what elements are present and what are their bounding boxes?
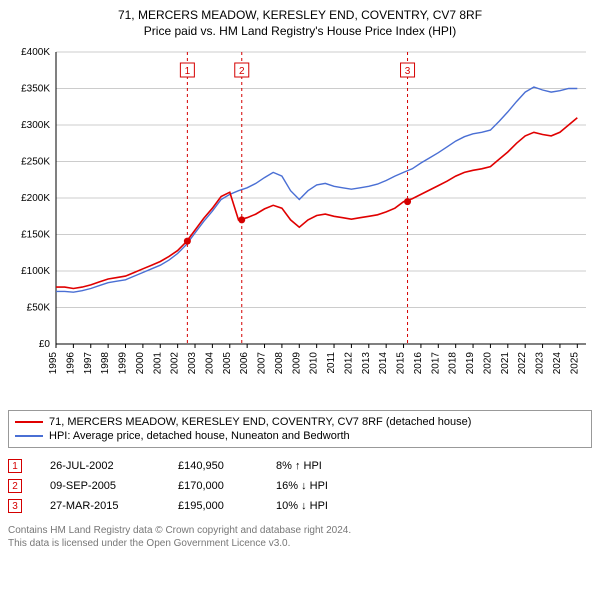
svg-text:1998: 1998 bbox=[100, 352, 111, 375]
svg-text:£250K: £250K bbox=[21, 157, 50, 168]
svg-text:2014: 2014 bbox=[378, 352, 389, 375]
sale-marker-box: 1 bbox=[8, 459, 22, 473]
footer-line2: This data is licensed under the Open Gov… bbox=[8, 537, 592, 550]
svg-text:£400K: £400K bbox=[21, 47, 50, 58]
sale-price: £170,000 bbox=[178, 480, 248, 492]
footer-note: Contains HM Land Registry data © Crown c… bbox=[8, 524, 592, 550]
svg-text:2013: 2013 bbox=[361, 352, 372, 375]
legend-swatch bbox=[15, 435, 43, 437]
svg-text:2011: 2011 bbox=[326, 352, 337, 374]
svg-text:2004: 2004 bbox=[204, 352, 215, 375]
svg-text:£200K: £200K bbox=[21, 193, 50, 204]
legend-label: 71, MERCERS MEADOW, KERESLEY END, COVENT… bbox=[49, 416, 471, 428]
svg-text:£0: £0 bbox=[39, 339, 51, 350]
svg-text:2007: 2007 bbox=[257, 352, 268, 375]
svg-text:2022: 2022 bbox=[517, 352, 528, 375]
svg-text:2002: 2002 bbox=[170, 352, 181, 375]
series-hpi bbox=[56, 87, 577, 292]
svg-text:2025: 2025 bbox=[569, 352, 580, 375]
sale-date: 09-SEP-2005 bbox=[50, 480, 150, 492]
svg-text:3: 3 bbox=[405, 66, 411, 77]
sale-marker-box: 3 bbox=[8, 499, 22, 513]
sale-marker-box: 2 bbox=[8, 479, 22, 493]
svg-text:1997: 1997 bbox=[83, 352, 94, 375]
svg-text:2003: 2003 bbox=[187, 352, 198, 375]
svg-text:2023: 2023 bbox=[535, 352, 546, 375]
title-line2: Price paid vs. HM Land Registry's House … bbox=[8, 24, 592, 38]
svg-text:2006: 2006 bbox=[239, 352, 250, 375]
svg-text:1996: 1996 bbox=[65, 352, 76, 375]
svg-text:2000: 2000 bbox=[135, 352, 146, 375]
svg-text:£50K: £50K bbox=[27, 303, 51, 314]
sale-row: 1 26-JUL-2002 £140,950 8% ↑ HPI bbox=[8, 456, 592, 476]
title-block: 71, MERCERS MEADOW, KERESLEY END, COVENT… bbox=[8, 8, 592, 38]
svg-text:2016: 2016 bbox=[413, 352, 424, 375]
svg-text:2018: 2018 bbox=[448, 352, 459, 375]
svg-text:2001: 2001 bbox=[152, 352, 163, 375]
svg-text:2017: 2017 bbox=[430, 352, 441, 375]
sale-row: 3 27-MAR-2015 £195,000 10% ↓ HPI bbox=[8, 496, 592, 516]
legend-row: HPI: Average price, detached house, Nune… bbox=[15, 429, 585, 443]
svg-text:£100K: £100K bbox=[21, 266, 50, 277]
svg-text:£300K: £300K bbox=[21, 120, 50, 131]
sales-table: 1 26-JUL-2002 £140,950 8% ↑ HPI 2 09-SEP-2005… bbox=[8, 456, 592, 516]
svg-text:2005: 2005 bbox=[222, 352, 233, 375]
svg-text:1995: 1995 bbox=[48, 352, 59, 375]
svg-text:£150K: £150K bbox=[21, 230, 50, 241]
svg-text:2009: 2009 bbox=[291, 352, 302, 375]
svg-text:2012: 2012 bbox=[343, 352, 354, 375]
sale-price: £195,000 bbox=[178, 500, 248, 512]
legend-box: 71, MERCERS MEADOW, KERESLEY END, COVENT… bbox=[8, 410, 592, 448]
svg-text:1999: 1999 bbox=[118, 352, 129, 375]
sale-price: £140,950 bbox=[178, 460, 248, 472]
sale-row: 2 09-SEP-2005 £170,000 16% ↓ HPI bbox=[8, 476, 592, 496]
svg-text:2010: 2010 bbox=[309, 352, 320, 375]
svg-text:2020: 2020 bbox=[482, 352, 493, 375]
chart: £0 £50K £100K £150K £200K £250K £300K £350K £400… bbox=[8, 44, 592, 404]
svg-text:1: 1 bbox=[185, 66, 191, 77]
chart-svg: £0 £50K £100K £150K £200K £250K £300K £350K £400… bbox=[8, 44, 592, 404]
svg-text:2: 2 bbox=[239, 66, 245, 77]
legend-label: HPI: Average price, detached house, Nune… bbox=[49, 430, 350, 442]
svg-text:2019: 2019 bbox=[465, 352, 476, 375]
sale-diff: 10% ↓ HPI bbox=[276, 500, 366, 512]
sale-date: 26-JUL-2002 bbox=[50, 460, 150, 472]
svg-text:2021: 2021 bbox=[500, 352, 511, 375]
title-line1: 71, MERCERS MEADOW, KERESLEY END, COVENT… bbox=[8, 8, 592, 22]
series-property bbox=[56, 118, 577, 289]
sale-diff: 16% ↓ HPI bbox=[276, 480, 366, 492]
sale-diff: 8% ↑ HPI bbox=[276, 460, 366, 472]
legend-swatch bbox=[15, 421, 43, 423]
legend-row: 71, MERCERS MEADOW, KERESLEY END, COVENT… bbox=[15, 415, 585, 429]
svg-text:£350K: £350K bbox=[21, 84, 50, 95]
svg-text:2008: 2008 bbox=[274, 352, 285, 375]
sale-date: 27-MAR-2015 bbox=[50, 500, 150, 512]
footer-line1: Contains HM Land Registry data © Crown c… bbox=[8, 524, 592, 537]
svg-text:2015: 2015 bbox=[396, 352, 407, 375]
svg-text:2024: 2024 bbox=[552, 352, 563, 375]
